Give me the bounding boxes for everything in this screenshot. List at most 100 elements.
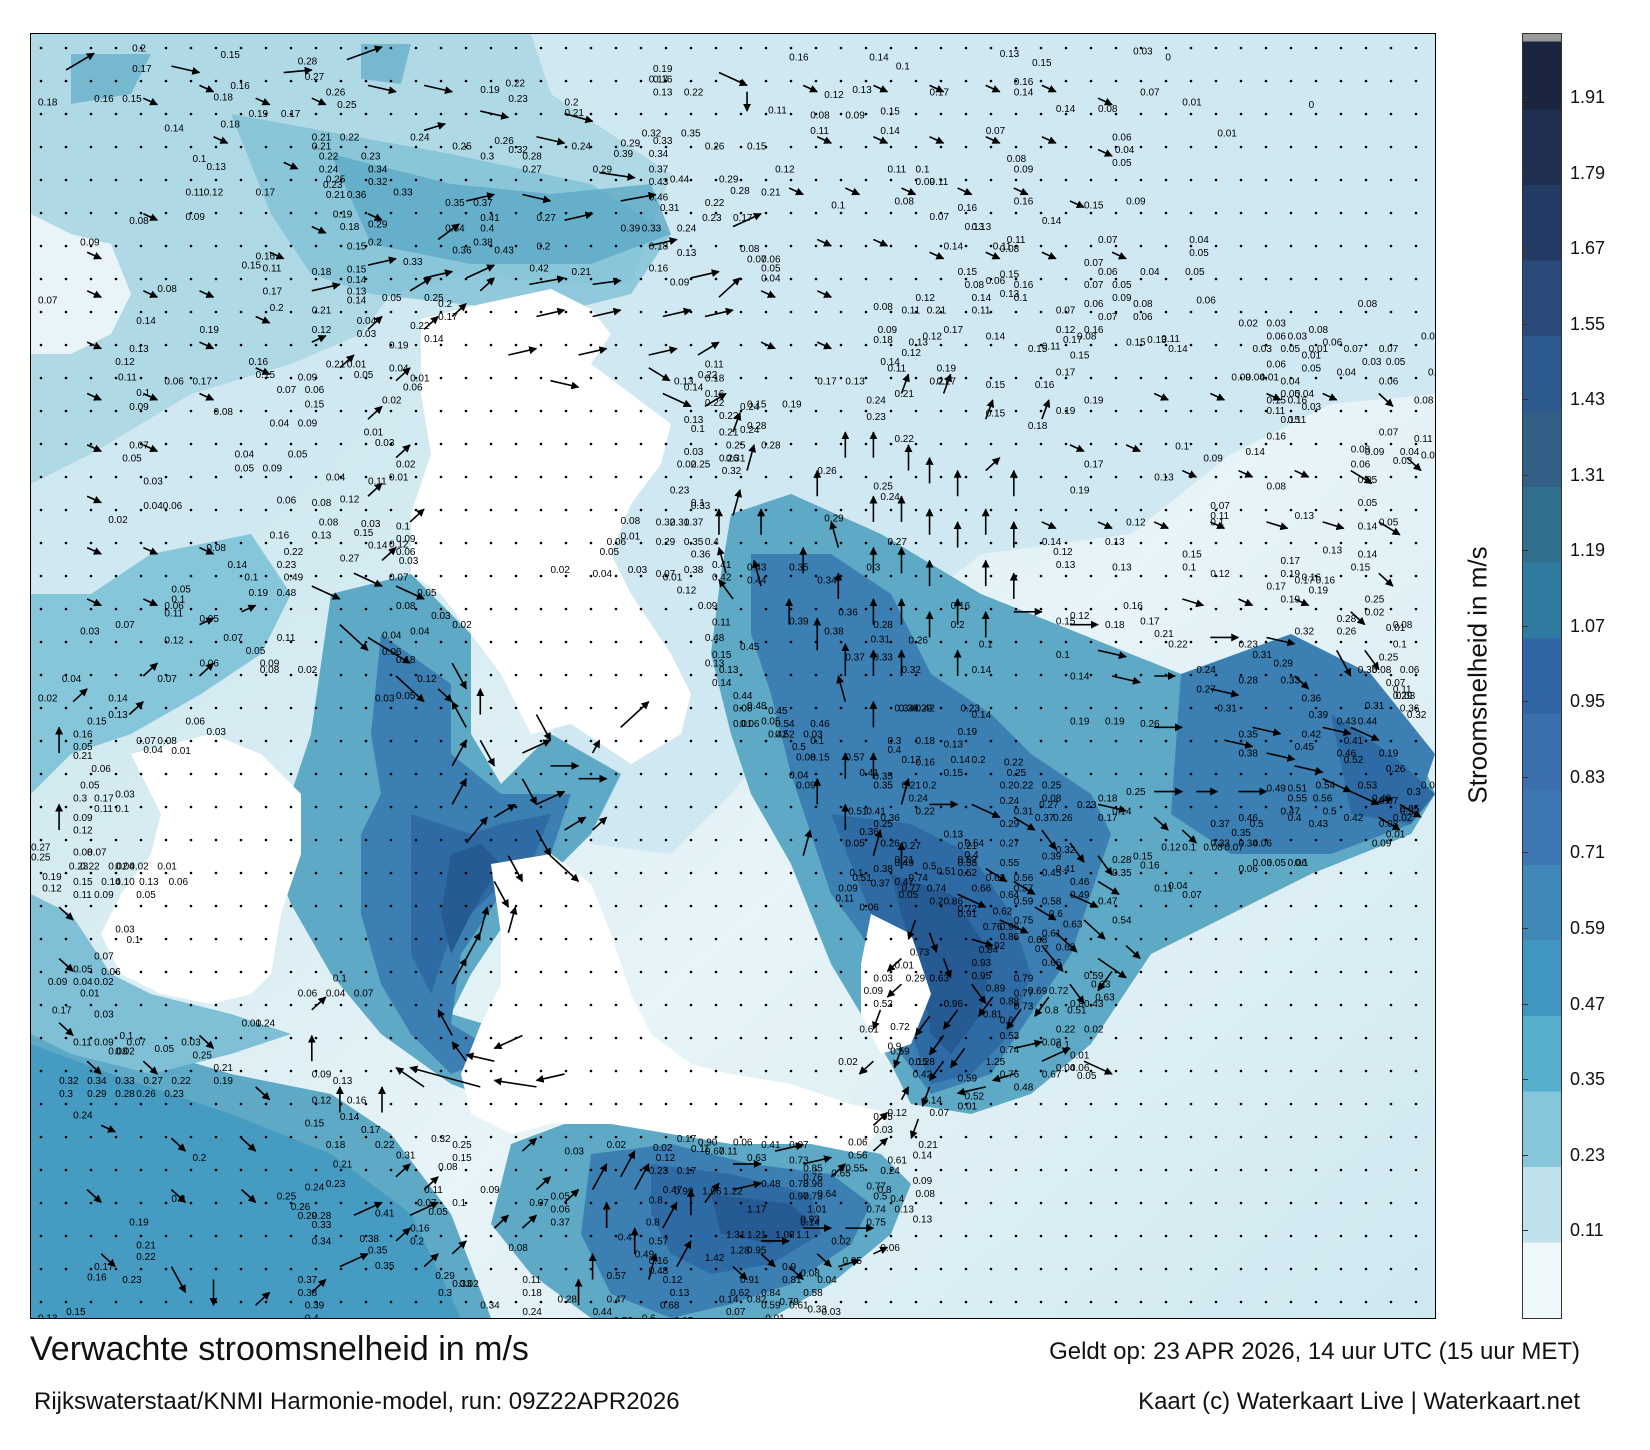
speed-value-label: 0.32 bbox=[642, 128, 662, 139]
colorbar-tick-mark bbox=[1522, 852, 1528, 854]
speed-value-label: 0.41 bbox=[1056, 864, 1076, 875]
speed-value-label: 0.13 bbox=[845, 376, 865, 387]
speed-value-label: 0.18 bbox=[340, 222, 360, 233]
current-arrow bbox=[395, 1227, 411, 1242]
speed-value-label: 0.07 bbox=[115, 620, 135, 631]
current-arrow bbox=[480, 110, 510, 120]
speed-value-label: 0.32 bbox=[431, 1134, 451, 1145]
speed-value-label: 0.08 bbox=[207, 543, 227, 554]
speed-value-label: 0.11 bbox=[1042, 342, 1061, 353]
speed-value-label: 0.77 bbox=[1014, 989, 1034, 1000]
speed-value-label: 0.61 bbox=[789, 1301, 809, 1312]
current-arrow bbox=[1181, 469, 1198, 478]
speed-value-label: 0.22 bbox=[894, 434, 914, 445]
speed-value-label: 0.31 bbox=[726, 453, 746, 464]
speed-value-label: 0.17 bbox=[52, 1005, 72, 1016]
speed-value-label: 0.03 bbox=[207, 727, 227, 738]
speed-value-label: 0.15 bbox=[305, 399, 325, 410]
speed-value-label: 0.3 bbox=[438, 1288, 452, 1299]
current-arrow bbox=[1378, 816, 1401, 831]
speed-value-label: 0.06 bbox=[1379, 376, 1399, 387]
current-arrow bbox=[451, 778, 467, 805]
speed-value-label: 0.05 bbox=[1281, 344, 1301, 355]
speed-value-label: 0.23 bbox=[361, 152, 381, 163]
speed-value-label: 0.18 bbox=[916, 736, 936, 747]
current-arrow bbox=[1097, 649, 1127, 660]
current-arrow bbox=[536, 307, 566, 318]
speed-value-label: 0.22 bbox=[80, 862, 100, 873]
speed-value-label: 0.2 bbox=[410, 1237, 424, 1248]
speed-value-label: 0.32 bbox=[1400, 806, 1420, 817]
current-arrow bbox=[1097, 97, 1113, 106]
speed-value-label: 0.13 bbox=[972, 222, 992, 233]
speed-value-label: 0.32 bbox=[1295, 627, 1315, 638]
speed-value-label: 0.31 bbox=[396, 1151, 416, 1162]
current-arrow bbox=[599, 171, 636, 181]
colorbar bbox=[1522, 33, 1562, 1319]
speed-value-label: 0.28 bbox=[730, 186, 750, 197]
current-arrow bbox=[690, 269, 720, 279]
speed-value-label: 0.39 bbox=[621, 223, 641, 234]
speed-value-label: 0.73 bbox=[1014, 1002, 1034, 1013]
speed-value-label: 0.08 bbox=[157, 284, 177, 295]
speed-value-label: 0.14 bbox=[101, 877, 121, 888]
speed-value-label: 0.3 bbox=[887, 736, 901, 747]
speed-value-label: 0.11 bbox=[972, 306, 991, 317]
speed-value-label: 0.16 bbox=[1123, 601, 1143, 612]
speed-value-label: 0.1 bbox=[126, 935, 140, 946]
current-arrow bbox=[1041, 1047, 1071, 1062]
speed-value-label: 0.21 bbox=[901, 781, 921, 792]
speed-value-label: 0.81 bbox=[983, 1009, 1003, 1020]
speed-value-label: 0.02 bbox=[108, 515, 128, 526]
speed-value-label: 0.13 bbox=[1154, 473, 1174, 484]
speed-value-label: 0.22 bbox=[1004, 758, 1024, 769]
speed-value-label: 0.35 bbox=[789, 562, 809, 573]
speed-value-label: 0.46 bbox=[649, 193, 669, 204]
speed-value-label: 0.15 bbox=[1056, 616, 1076, 627]
speed-value-label: 0.05 bbox=[1386, 357, 1406, 368]
speed-value-label: 0.05 bbox=[396, 691, 416, 702]
current-arrow bbox=[72, 688, 88, 703]
speed-value-label: 0.1 bbox=[1056, 650, 1070, 661]
current-arrow bbox=[1069, 983, 1085, 1005]
current-arrow bbox=[1294, 765, 1324, 775]
speed-value-label: 0.1 bbox=[979, 639, 993, 650]
speed-value-label: 0.13 bbox=[38, 1314, 58, 1318]
speed-value-label: 0.2 bbox=[972, 755, 986, 766]
speed-value-label: 0.23 bbox=[866, 412, 886, 423]
speed-value-label: 0.19 bbox=[1281, 569, 1301, 580]
current-arrow bbox=[1006, 1009, 1022, 1030]
current-arrow bbox=[1013, 187, 1029, 196]
speed-value-label: 0.35 bbox=[873, 781, 893, 792]
speed-value-label: 0.55 bbox=[1000, 858, 1020, 869]
current-arrow bbox=[171, 65, 201, 75]
speed-value-label: 0.09 bbox=[48, 977, 68, 988]
speed-value-label: 0.12 bbox=[1210, 569, 1230, 580]
speed-value-label: 0.08 bbox=[1421, 781, 1435, 792]
speed-value-label: 0.26 bbox=[719, 453, 739, 464]
speed-value-label: 0.02 bbox=[396, 460, 416, 471]
speed-value-label: 0.16 bbox=[270, 530, 290, 541]
speed-value-label: 0.13 bbox=[312, 530, 332, 541]
current-arrow bbox=[942, 1009, 959, 1030]
current-arrow bbox=[1294, 598, 1310, 607]
current-arrow bbox=[816, 1253, 832, 1268]
speed-value-label: 0.65 bbox=[831, 1168, 851, 1179]
speed-value-label: 0.1 bbox=[333, 973, 347, 984]
current-arrow bbox=[1378, 521, 1401, 536]
speed-value-label: 0.1 bbox=[1182, 562, 1196, 573]
current-arrow bbox=[535, 829, 552, 857]
speed-value-label: 0.43 bbox=[1084, 999, 1104, 1010]
speed-value-label: 0.22 bbox=[284, 547, 304, 558]
speed-value-label: 0 bbox=[1309, 100, 1315, 111]
speed-value-label: 0.07 bbox=[986, 126, 1006, 137]
current-arrows bbox=[55, 45, 1422, 1306]
speed-value-label: 0.12 bbox=[389, 539, 409, 550]
current-arrow bbox=[367, 256, 397, 266]
current-arrow bbox=[493, 1214, 509, 1229]
speed-value-label: 0.28 bbox=[761, 440, 781, 451]
speed-value-label: 0.09 bbox=[1112, 293, 1132, 304]
current-arrow bbox=[86, 546, 102, 555]
speed-value-label: 0.17 bbox=[930, 87, 950, 98]
speed-value-label: 0.47 bbox=[663, 1185, 683, 1196]
